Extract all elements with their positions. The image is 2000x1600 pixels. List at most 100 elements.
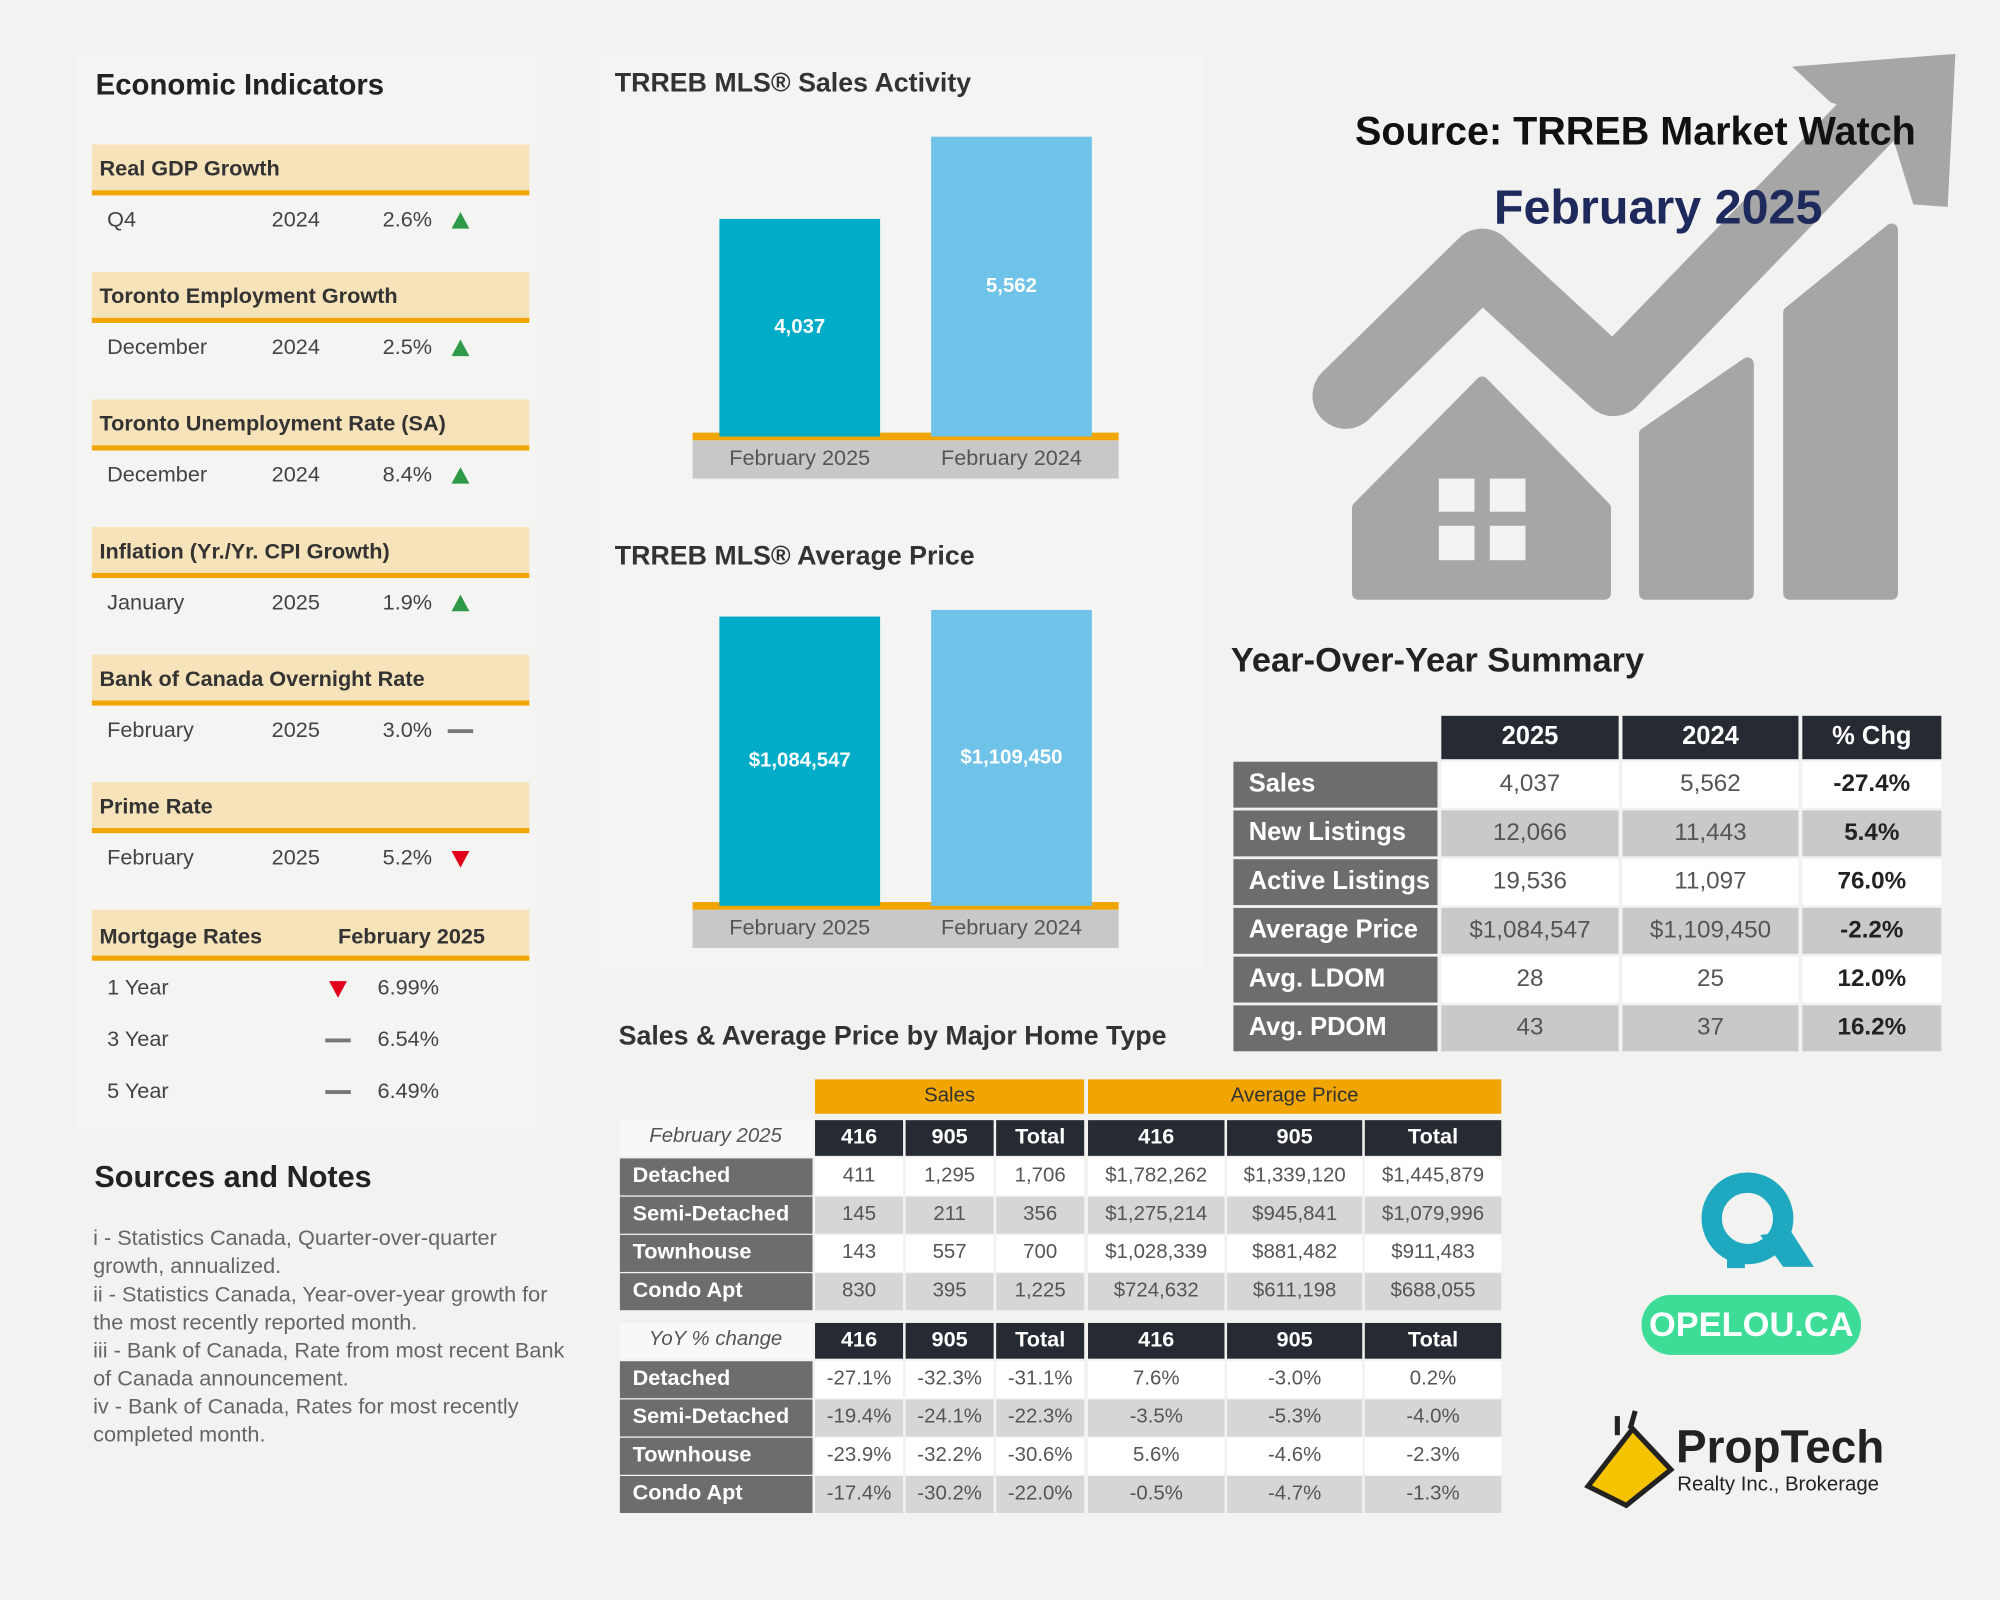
indicator-value: 3.0%: [383, 717, 432, 742]
indicator-name: Real GDP Growth: [99, 156, 279, 181]
header-cell: [996, 1120, 1085, 1156]
mortgage-term: 5 Year: [107, 1078, 168, 1103]
cell: [1227, 1273, 1363, 1311]
indicator-name: Toronto Employment Growth: [99, 283, 397, 308]
row-label: Average Price: [1249, 916, 1418, 944]
cell: [1441, 1005, 1619, 1052]
row-label-cell: [1233, 859, 1438, 906]
indicator-value: 1.9%: [383, 589, 432, 614]
trend-down: [329, 981, 347, 998]
bar: [719, 616, 881, 906]
column-header: Total: [1015, 1327, 1065, 1352]
cell: [1441, 956, 1619, 1003]
section-title: Sales & Average Price by Major Home Type: [619, 1020, 1167, 1050]
cell-value: 1,225: [1015, 1279, 1066, 1301]
bar-label: $1,109,450: [960, 746, 1062, 768]
row-label-cell: [619, 1234, 813, 1272]
logo-shape: [1584, 1424, 1675, 1509]
indicator-name: Toronto Unemployment Rate (SA): [99, 411, 445, 436]
bar-label: 5,562: [986, 275, 1037, 297]
header-cell: [1802, 715, 1942, 760]
cell: [1622, 956, 1799, 1003]
cell-value: $1,084,547: [1469, 916, 1590, 943]
cell-value: -17.4%: [827, 1482, 892, 1504]
cell: [1227, 1361, 1363, 1399]
cell-value: -0.5%: [1130, 1482, 1183, 1504]
trend-down: [451, 851, 470, 868]
category-label: February 2024: [941, 445, 1082, 470]
column-header: 905: [1277, 1124, 1313, 1149]
cell: [815, 1361, 904, 1399]
cell: [996, 1273, 1085, 1311]
indicator-name: Inflation (Yr./Yr. CPI Growth): [99, 538, 389, 563]
cell-value: -5.3%: [1268, 1406, 1321, 1428]
cell: [815, 1273, 904, 1311]
cell: [996, 1399, 1085, 1437]
cell: [815, 1437, 904, 1475]
cell: [1622, 1005, 1799, 1052]
cell: [1364, 1361, 1502, 1399]
row-label-cell: [619, 1437, 813, 1475]
header-cell: [1227, 1322, 1363, 1359]
cell-value: 12,066: [1493, 819, 1567, 846]
row-label: Active Listings: [1249, 867, 1430, 895]
cell-value: 1,706: [1015, 1165, 1066, 1187]
row-label-cell: [619, 1476, 813, 1514]
cell-value: 830: [842, 1279, 876, 1301]
trend-up: [451, 339, 470, 357]
window: [1489, 525, 1526, 561]
indicator-year: 2025: [272, 589, 320, 614]
cell-value: -24.1%: [917, 1406, 982, 1428]
cell-value: -3.5%: [1130, 1406, 1183, 1428]
indicator-period: December: [107, 334, 207, 359]
section-label: YoY % change: [649, 1328, 782, 1350]
cell-value: 28: [1516, 965, 1543, 992]
cell: [1441, 761, 1619, 808]
row-label: Townhouse: [633, 1239, 752, 1264]
cell-value: 43: [1516, 1014, 1543, 1041]
header-cell: [1088, 1120, 1225, 1156]
header-cell: [905, 1322, 994, 1359]
indicator-header: [91, 527, 530, 575]
trend-up: [451, 211, 470, 229]
group-label: Average Price: [1231, 1084, 1359, 1106]
header-cell: [1088, 1322, 1225, 1359]
cell: [1227, 1476, 1363, 1514]
cell: [1364, 1399, 1502, 1437]
cell-value: $881,482: [1252, 1241, 1337, 1263]
arrow-head: [1792, 53, 1956, 207]
column-header: 2025: [1502, 722, 1559, 750]
bar: [931, 609, 1092, 906]
column-header: 416: [1138, 1327, 1174, 1352]
cell: [1441, 907, 1619, 954]
indicator-name: Prime Rate: [99, 793, 212, 818]
cell: [1227, 1158, 1363, 1196]
cell: [1622, 761, 1799, 808]
column-header: Total: [1015, 1124, 1065, 1149]
bar: [931, 136, 1092, 437]
trend-up: [451, 467, 470, 484]
cell-value: 145: [842, 1203, 876, 1225]
cell-value: -30.2%: [917, 1482, 982, 1504]
header-cell: [996, 1322, 1085, 1359]
cell: [996, 1234, 1085, 1272]
header-cell: [905, 1120, 994, 1156]
header-cell: [1227, 1120, 1363, 1156]
cell: [1227, 1234, 1363, 1272]
cell-value: 5.4%: [1844, 819, 1899, 846]
bar-label: $1,084,547: [749, 750, 851, 772]
cell: [1802, 810, 1942, 857]
chart-title: TRREB MLS® Sales Activity: [615, 68, 971, 98]
header-cell: [815, 1120, 904, 1156]
graph-bar: [1783, 223, 1898, 600]
cell: [1364, 1158, 1502, 1196]
cell: [996, 1196, 1085, 1234]
header-cell: [1364, 1322, 1502, 1359]
row-label: Condo Apt: [633, 1277, 743, 1302]
mortgage-rate: 6.49%: [378, 1078, 439, 1103]
cell-value: $1,275,214: [1105, 1203, 1207, 1225]
indicator-rule: [91, 317, 530, 323]
note: ii - Statistics Canada, Year-over-year g…: [93, 1282, 548, 1335]
cell-value: $724,632: [1114, 1279, 1199, 1301]
group-header: [1088, 1079, 1502, 1114]
